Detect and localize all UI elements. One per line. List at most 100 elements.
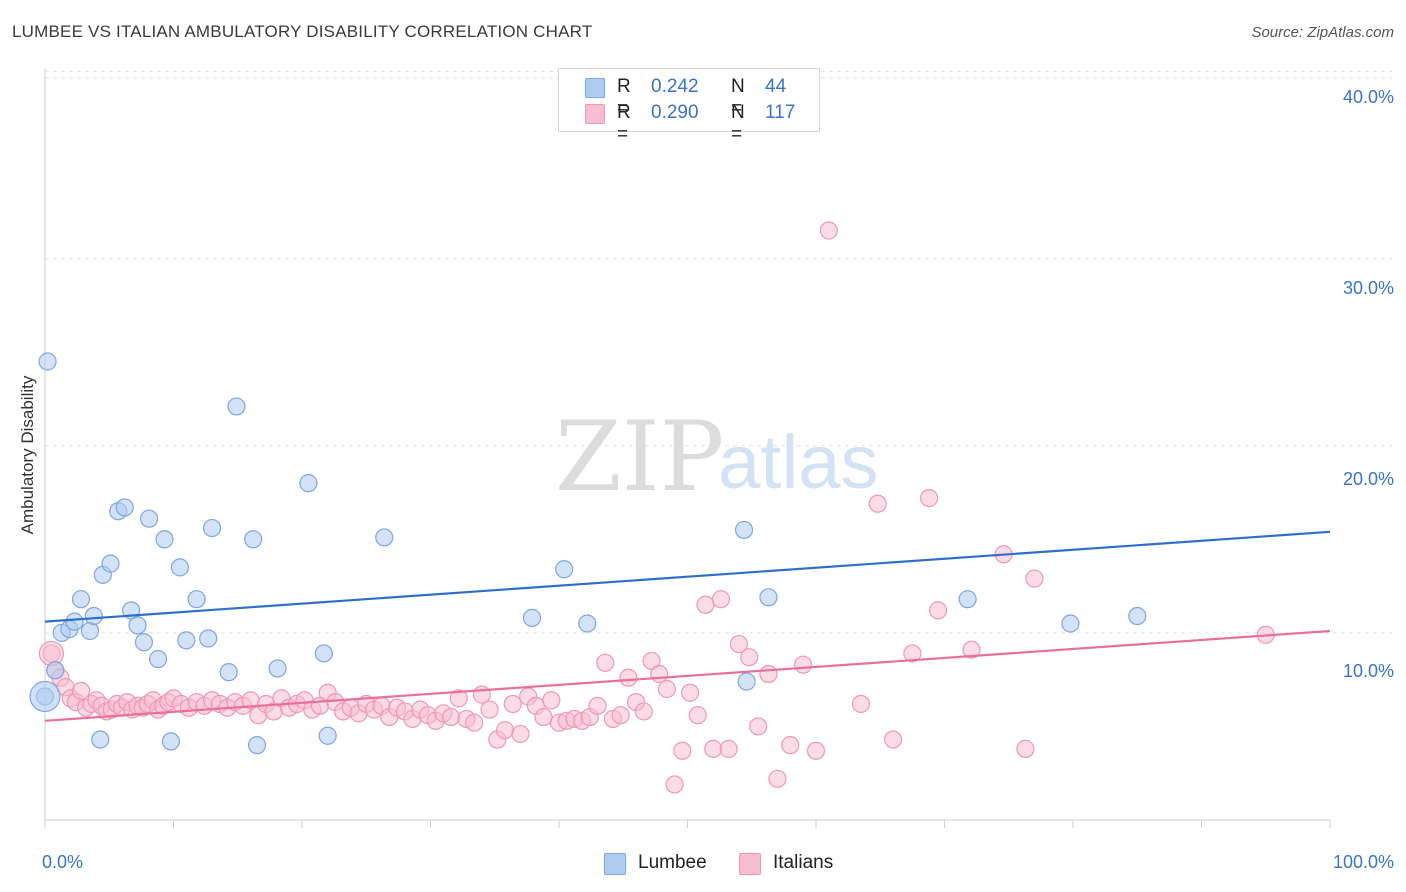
- italians-point: [740, 648, 759, 667]
- italians-point: [449, 689, 468, 708]
- lumbee-point: [187, 590, 206, 609]
- x-tick-label-min: 0.0%: [42, 852, 84, 872]
- italians-point: [711, 590, 731, 609]
- italians-point: [441, 707, 461, 727]
- italians-point: [759, 664, 778, 684]
- chart-title: LUMBEE VS ITALIAN AMBULATORY DISABILITY …: [12, 22, 593, 41]
- watermark: ZIP atlas: [555, 401, 879, 513]
- correlation-legend: R = 0.242 N = 44 R = 0.290 N = 117: [558, 68, 820, 145]
- italians-point: [495, 721, 515, 740]
- italians-point: [542, 691, 561, 710]
- italians-point: [749, 717, 768, 736]
- lumbee-point: [247, 736, 267, 755]
- italians-point: [928, 601, 948, 620]
- italians-point: [71, 681, 91, 700]
- italians-point: [729, 634, 749, 654]
- italians-point: [665, 775, 684, 794]
- lumbee-point: [202, 518, 222, 538]
- italians-point: [1016, 739, 1035, 758]
- lumbee-point: [80, 621, 100, 641]
- lumbee-point: [177, 631, 196, 650]
- lumbee-point: [1128, 606, 1147, 626]
- lumbee-point: [84, 606, 103, 626]
- y-tick-label: 20.0%: [1342, 469, 1394, 489]
- lumbee-point: [115, 498, 134, 517]
- italians-point: [719, 739, 738, 758]
- italians-point: [1025, 569, 1044, 588]
- lumbee-point: [375, 528, 394, 547]
- italians-point: [619, 668, 638, 687]
- source-label: Source: ZipAtlas.com: [1251, 24, 1394, 41]
- lumbee-point: [759, 588, 778, 607]
- lumbee-point: [139, 509, 159, 528]
- lumbee-legend-label: Lumbee: [638, 852, 707, 873]
- italians-point: [806, 741, 826, 760]
- lumbee-trend-line: [44, 530, 1331, 623]
- lumbee-point: [134, 633, 154, 652]
- r-label: R =: [617, 76, 631, 119]
- x-axis-ticks: [44, 820, 1331, 828]
- italians-point: [511, 724, 530, 744]
- n-label: N =: [731, 102, 745, 145]
- italians-point: [465, 713, 484, 732]
- lumbee-point: [71, 590, 91, 609]
- italians-point: [650, 664, 669, 684]
- lumbee-point: [555, 560, 574, 579]
- n-label: N =: [731, 76, 745, 119]
- italians-point: [673, 741, 692, 760]
- italians-point: [819, 221, 838, 240]
- italians-point: [503, 694, 522, 714]
- lumbee-point: [227, 397, 246, 416]
- italians-point: [704, 739, 723, 758]
- italians-point: [472, 685, 491, 704]
- lumbee-point: [170, 558, 190, 577]
- italians-point: [781, 736, 800, 755]
- y-tick-label: 30.0%: [1342, 278, 1394, 298]
- italians-n-value: 117: [765, 102, 796, 123]
- lumbee-point: [65, 612, 84, 631]
- x-tick-label-max: 100.0%: [1332, 852, 1394, 872]
- italians-swatch: [585, 104, 605, 124]
- lumbee-cluster-point: [29, 680, 61, 713]
- watermark-atlas: atlas: [718, 420, 879, 505]
- r-label: R =: [617, 102, 631, 145]
- italians-series: [38, 221, 1275, 794]
- grid-lines: [45, 70, 1392, 634]
- lumbee-point: [734, 520, 754, 540]
- italians-point: [883, 730, 903, 749]
- italians-cluster-point: [38, 640, 65, 667]
- italians-point: [657, 679, 677, 699]
- italians-point: [680, 683, 700, 702]
- lumbee-point: [314, 644, 333, 663]
- italians-point: [688, 706, 707, 725]
- lumbee-point: [161, 732, 181, 751]
- lumbee-point: [299, 474, 318, 493]
- lumbee-point: [522, 608, 542, 627]
- watermark-zip: ZIP: [555, 401, 724, 513]
- lumbee-swatch: [604, 853, 626, 875]
- lumbee-point: [958, 590, 977, 609]
- lumbee-point: [199, 629, 218, 648]
- lumbee-point: [268, 659, 287, 678]
- lumbee-point: [148, 649, 168, 669]
- italians-point: [851, 694, 871, 714]
- lumbee-swatch: [585, 78, 605, 98]
- italians-point: [868, 494, 887, 513]
- italians-point: [962, 640, 981, 659]
- lumbee-point: [1061, 614, 1080, 633]
- lumbee-point: [91, 730, 110, 749]
- italians-point: [596, 653, 615, 672]
- lumbee-point: [128, 616, 147, 635]
- lumbee-point: [155, 530, 174, 549]
- italians-point: [480, 700, 499, 719]
- italians-point: [903, 644, 922, 663]
- italians-point: [634, 702, 653, 721]
- lumbee-point: [318, 726, 337, 745]
- lumbee-point: [578, 614, 597, 633]
- y-axis-label: Ambulatory Disability: [18, 375, 37, 535]
- italians-point: [794, 655, 813, 674]
- lumbee-series: [29, 352, 1147, 755]
- y-tick-label: 40.0%: [1342, 87, 1394, 107]
- italians-trend-line: [44, 629, 1331, 722]
